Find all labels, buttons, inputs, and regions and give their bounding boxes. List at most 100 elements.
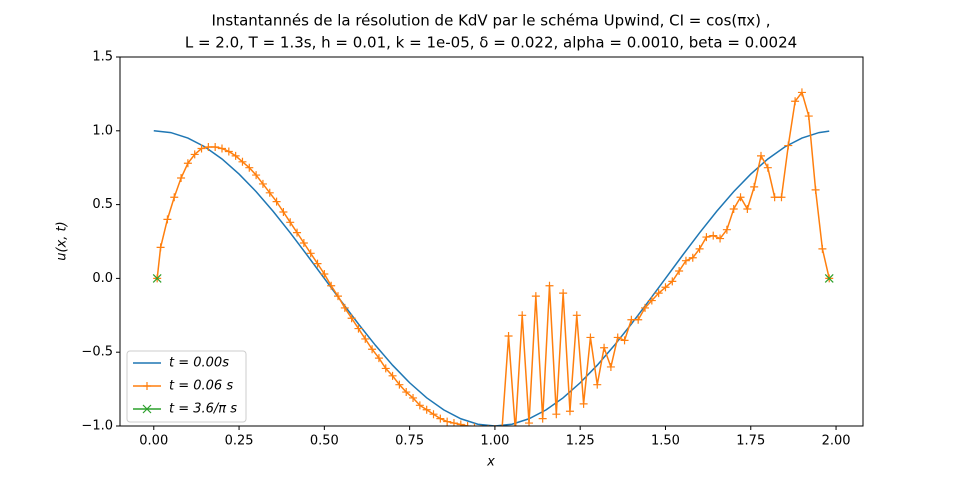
chart-subtitle: L = 2.0, T = 1.3s, h = 0.01, k = 1e-05, … <box>185 34 797 52</box>
point-marker <box>804 112 813 121</box>
point-marker <box>750 182 759 191</box>
point-marker <box>634 315 643 324</box>
point-marker <box>688 253 697 262</box>
point-marker <box>402 388 411 397</box>
point-marker <box>777 193 786 202</box>
point-marker <box>675 267 684 276</box>
point-marker <box>152 273 162 283</box>
point-marker <box>197 144 206 153</box>
point-marker <box>579 399 588 408</box>
point-marker <box>620 336 629 345</box>
point-marker <box>463 422 472 426</box>
point-marker <box>333 292 342 301</box>
point-marker <box>722 225 731 234</box>
series-line <box>153 130 830 426</box>
point-marker <box>327 281 336 290</box>
point-marker <box>163 215 172 224</box>
point-marker <box>456 420 465 426</box>
point-marker <box>538 414 547 423</box>
y-tick-label: 1.0 <box>92 123 113 138</box>
y-tick-label: 1.5 <box>92 50 113 65</box>
point-marker <box>361 334 370 343</box>
point-marker <box>763 163 772 172</box>
x-tick-label: 0.00 <box>139 434 168 449</box>
point-marker <box>559 289 568 298</box>
legend-label: t = 3.6/π s <box>169 402 237 417</box>
x-tick-label: 1.00 <box>480 434 509 449</box>
point-marker <box>613 333 622 342</box>
point-marker <box>293 228 302 237</box>
point-marker <box>654 289 663 298</box>
point-marker <box>272 197 281 206</box>
point-marker <box>170 193 179 202</box>
point-marker <box>518 311 527 320</box>
x-tick-label: 0.50 <box>310 434 339 449</box>
point-marker <box>388 371 397 380</box>
point-marker <box>770 193 779 202</box>
point-marker <box>668 277 677 286</box>
point-marker <box>340 303 349 312</box>
point-marker <box>743 205 752 214</box>
point-marker <box>286 218 295 227</box>
point-marker <box>320 269 329 278</box>
point-marker <box>299 238 308 247</box>
point-marker <box>374 354 383 363</box>
point-marker <box>729 205 738 214</box>
point-marker <box>409 393 418 402</box>
y-tick-label: 0.0 <box>92 271 113 286</box>
legend-label: t = 0.00s <box>169 356 229 371</box>
point-marker <box>797 88 806 97</box>
point-marker <box>709 231 718 240</box>
point-marker <box>702 233 711 242</box>
point-marker <box>218 144 226 153</box>
x-tick-label: 0.25 <box>225 434 254 449</box>
point-marker <box>429 410 438 419</box>
y-tick-label: 0.5 <box>92 197 113 212</box>
point-marker <box>252 171 261 180</box>
point-marker <box>811 185 820 194</box>
point-marker <box>313 259 322 268</box>
point-marker <box>347 314 356 323</box>
x-tick-label: 1.25 <box>566 434 595 449</box>
point-marker <box>436 414 445 423</box>
point-marker <box>258 179 267 188</box>
point-marker <box>156 243 165 252</box>
legend-marker <box>143 382 151 390</box>
series-line <box>156 90 830 426</box>
point-marker <box>381 364 390 373</box>
legend-marker <box>142 404 152 414</box>
point-marker <box>504 331 513 340</box>
point-marker <box>190 150 199 159</box>
x-tick-label: 0.75 <box>395 434 424 449</box>
point-marker <box>606 362 615 371</box>
y-tick-label: −0.5 <box>81 345 113 360</box>
point-marker <box>545 281 554 290</box>
point-marker <box>586 333 595 342</box>
point-marker <box>368 345 377 354</box>
y-tick-label: −1.0 <box>81 419 113 434</box>
point-marker <box>204 143 213 152</box>
point-marker <box>306 249 315 258</box>
point-marker <box>279 207 288 216</box>
point-marker <box>736 193 745 202</box>
plot-area <box>152 88 834 426</box>
point-marker <box>695 244 704 253</box>
legend-label: t = 0.06 s <box>169 379 233 394</box>
point-marker <box>600 343 609 352</box>
point-marker <box>183 159 192 168</box>
point-marker <box>757 151 765 160</box>
x-tick-label: 1.75 <box>736 434 765 449</box>
point-marker <box>784 141 793 150</box>
point-marker <box>224 147 233 156</box>
point-marker <box>265 188 274 197</box>
axes-frame <box>119 56 864 427</box>
point-marker <box>572 311 581 320</box>
point-marker <box>245 163 254 172</box>
point-marker <box>531 292 540 301</box>
point-marker <box>238 157 247 166</box>
point-marker <box>552 410 561 419</box>
point-marker <box>211 143 220 152</box>
x-tick-label: 1.50 <box>651 434 680 449</box>
point-marker <box>473 423 476 426</box>
